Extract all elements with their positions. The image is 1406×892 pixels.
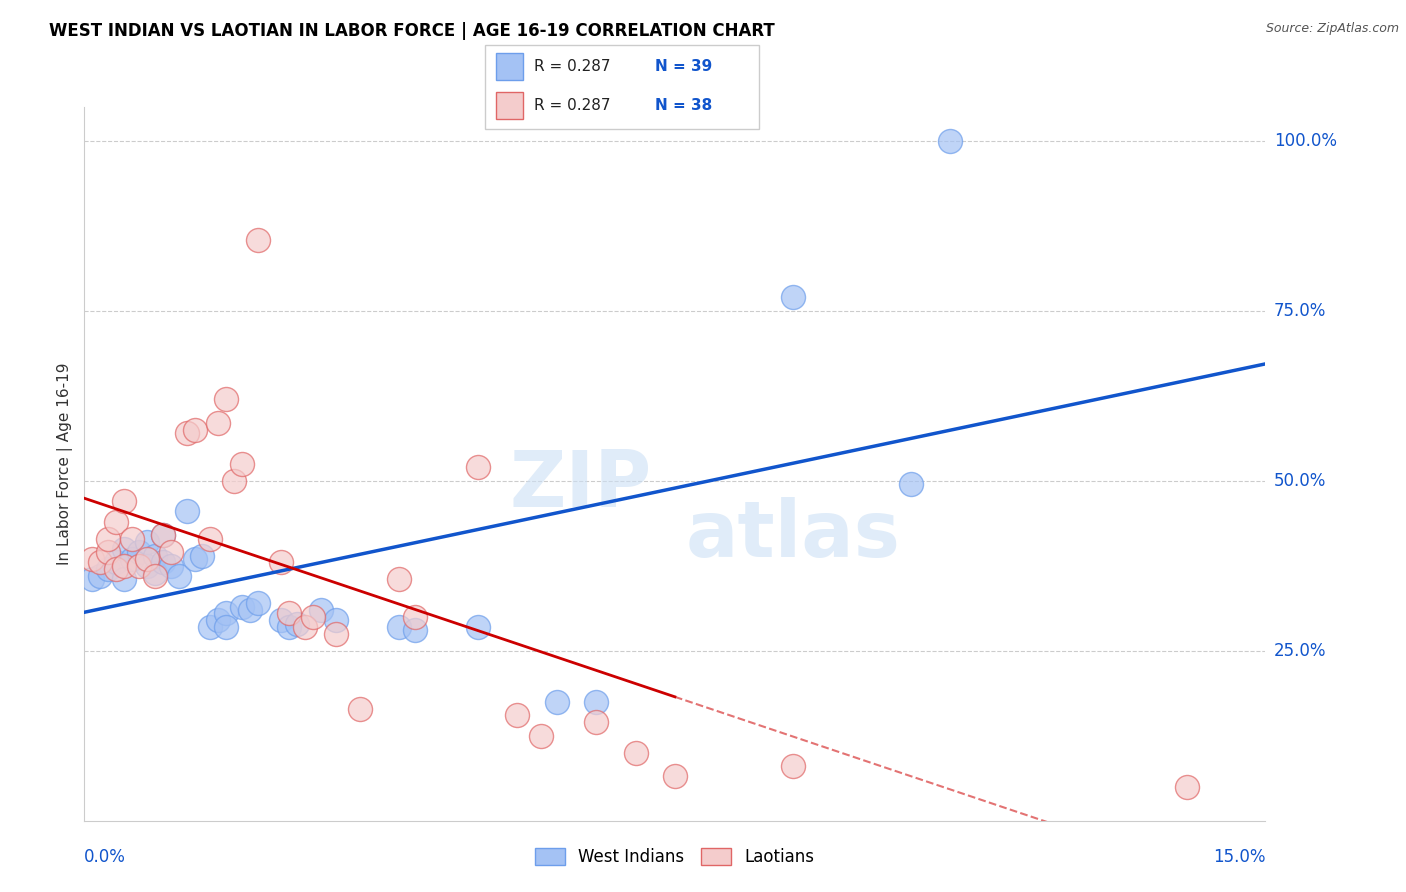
Point [128, 558, 150, 573]
Point [143, 549, 166, 563]
Point [112, 558, 135, 573]
Point [97, 545, 120, 559]
Point [200, 620, 222, 634]
Text: R = 0.287: R = 0.287 [534, 59, 612, 74]
Point [152, 528, 174, 542]
Point [112, 541, 135, 556]
Text: 50.0%: 50.0% [1274, 472, 1326, 490]
Point [585, 695, 607, 709]
Point [215, 607, 238, 621]
Point [278, 620, 301, 634]
Point [136, 558, 159, 573]
Text: N = 38: N = 38 [655, 98, 713, 113]
Point [176, 504, 198, 518]
Point [246, 233, 269, 247]
Point [624, 746, 647, 760]
Point [191, 549, 214, 563]
Point [97, 562, 120, 576]
Text: 100.0%: 100.0% [1274, 132, 1337, 150]
Point [270, 555, 292, 569]
Point [546, 695, 568, 709]
Text: R = 0.287: R = 0.287 [534, 98, 612, 113]
Point [160, 545, 183, 559]
Point [143, 569, 166, 583]
Point [104, 555, 127, 569]
Point [285, 616, 308, 631]
Point [207, 416, 229, 430]
Point [309, 603, 332, 617]
Point [231, 457, 253, 471]
Bar [496, 92, 523, 120]
Point [506, 708, 529, 723]
Point [782, 759, 804, 773]
Point [97, 532, 120, 546]
Point [530, 729, 553, 743]
Point [104, 515, 127, 529]
Text: atlas: atlas [686, 497, 900, 574]
Point [152, 555, 174, 569]
Point [121, 532, 143, 546]
Point [278, 607, 301, 621]
Point [388, 620, 411, 634]
Point [239, 603, 262, 617]
Point [176, 426, 198, 441]
Text: 75.0%: 75.0% [1274, 301, 1326, 320]
Point [782, 290, 804, 304]
FancyBboxPatch shape [485, 45, 759, 129]
Point [136, 552, 159, 566]
Point [112, 573, 135, 587]
Point [231, 599, 253, 614]
Point [325, 613, 347, 627]
Point [467, 620, 489, 634]
Point [325, 626, 347, 640]
Text: 25.0%: 25.0% [1274, 641, 1326, 660]
Y-axis label: In Labor Force | Age 16-19: In Labor Force | Age 16-19 [58, 362, 73, 566]
Text: WEST INDIAN VS LAOTIAN IN LABOR FORCE | AGE 16-19 CORRELATION CHART: WEST INDIAN VS LAOTIAN IN LABOR FORCE | … [49, 22, 775, 40]
Point [89, 555, 111, 569]
Point [183, 423, 205, 437]
Point [900, 477, 922, 491]
Legend: West Indians, Laotians: West Indians, Laotians [529, 841, 821, 873]
Point [89, 569, 111, 583]
Point [1175, 780, 1198, 794]
Point [143, 566, 166, 580]
Point [585, 715, 607, 730]
Point [215, 620, 238, 634]
Point [136, 535, 159, 549]
Point [167, 569, 190, 583]
Point [222, 474, 245, 488]
Point [270, 613, 292, 627]
Point [104, 562, 127, 576]
Point [294, 620, 316, 634]
Point [215, 392, 238, 407]
Point [388, 573, 411, 587]
Point [183, 552, 205, 566]
Text: 0.0%: 0.0% [84, 847, 127, 866]
Point [404, 624, 426, 638]
Text: ZIP: ZIP [509, 447, 651, 524]
Point [301, 609, 323, 624]
Point [664, 769, 686, 783]
Point [152, 528, 174, 542]
Point [160, 558, 183, 573]
Point [246, 596, 269, 610]
Point [349, 701, 371, 715]
Point [121, 552, 143, 566]
Text: Source: ZipAtlas.com: Source: ZipAtlas.com [1265, 22, 1399, 36]
Point [112, 494, 135, 508]
Text: 15.0%: 15.0% [1213, 847, 1265, 866]
Point [82, 552, 104, 566]
Bar [496, 54, 523, 80]
Point [939, 134, 962, 148]
Text: N = 39: N = 39 [655, 59, 713, 74]
Point [404, 609, 426, 624]
Point [200, 532, 222, 546]
Point [128, 545, 150, 559]
Point [82, 573, 104, 587]
Point [207, 613, 229, 627]
Point [467, 460, 489, 475]
